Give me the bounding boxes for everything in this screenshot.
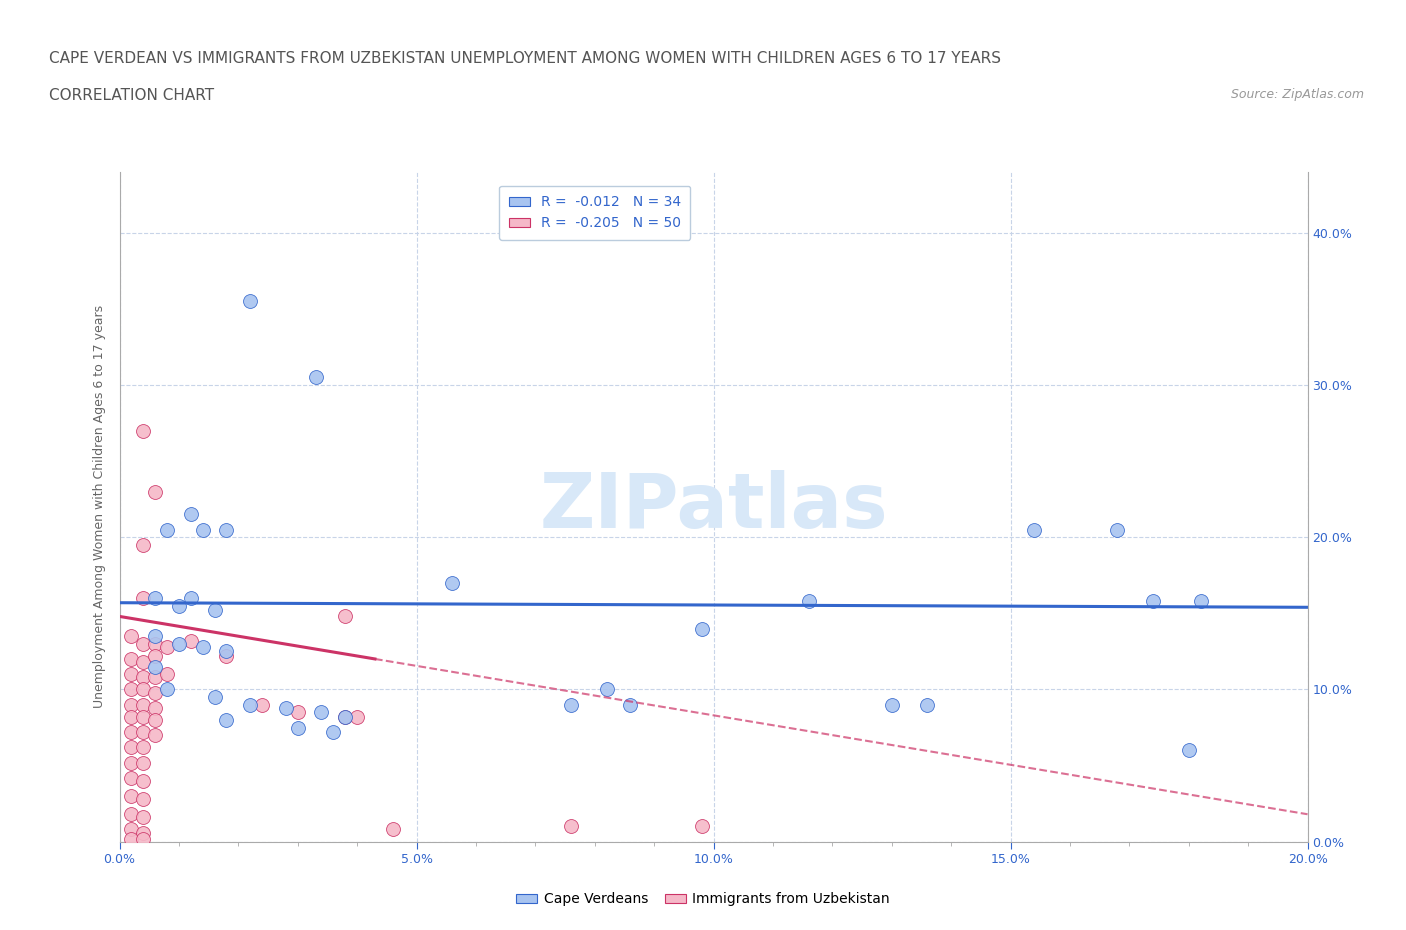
Point <box>156 667 179 682</box>
Point <box>287 720 309 735</box>
Point <box>120 667 142 682</box>
Point <box>132 670 155 684</box>
Point <box>595 682 617 697</box>
Point <box>1189 593 1212 608</box>
Point <box>120 710 142 724</box>
Text: Source: ZipAtlas.com: Source: ZipAtlas.com <box>1230 88 1364 101</box>
Point <box>441 576 464 591</box>
Point <box>880 698 903 712</box>
Point <box>167 598 190 613</box>
Point <box>143 648 166 663</box>
Point <box>120 682 142 697</box>
Point <box>1024 523 1046 538</box>
Legend: Cape Verdeans, Immigrants from Uzbekistan: Cape Verdeans, Immigrants from Uzbekista… <box>510 887 896 912</box>
Point <box>167 636 190 651</box>
Point <box>215 648 238 663</box>
Point <box>346 710 368 724</box>
Point <box>191 523 214 538</box>
Point <box>143 685 166 700</box>
Point <box>132 682 155 697</box>
Point <box>180 591 202 605</box>
Point <box>120 822 142 837</box>
Point <box>335 710 357 724</box>
Point <box>215 523 238 538</box>
Point <box>690 621 713 636</box>
Point <box>381 822 404 837</box>
Point <box>287 705 309 720</box>
Point <box>619 698 641 712</box>
Point <box>215 644 238 658</box>
Point <box>191 640 214 655</box>
Text: CORRELATION CHART: CORRELATION CHART <box>49 88 214 103</box>
Point <box>132 591 155 605</box>
Point <box>274 700 297 715</box>
Text: ZIPatlas: ZIPatlas <box>540 470 887 544</box>
Point <box>120 724 142 739</box>
Point <box>156 523 179 538</box>
Point <box>180 633 202 648</box>
Point <box>204 603 226 618</box>
Point <box>335 710 357 724</box>
Point <box>132 655 155 670</box>
Point <box>132 423 155 438</box>
Point <box>143 591 166 605</box>
Legend: R =  -0.012   N = 34, R =  -0.205   N = 50: R = -0.012 N = 34, R = -0.205 N = 50 <box>499 186 690 240</box>
Point <box>120 770 142 785</box>
Point <box>143 700 166 715</box>
Point <box>132 538 155 552</box>
Point <box>120 831 142 846</box>
Point <box>322 724 344 739</box>
Point <box>120 789 142 804</box>
Y-axis label: Unemployment Among Women with Children Ages 6 to 17 years: Unemployment Among Women with Children A… <box>93 305 107 709</box>
Point <box>204 690 226 705</box>
Point <box>690 819 713 834</box>
Point <box>143 485 166 499</box>
Point <box>120 740 142 755</box>
Point <box>215 712 238 727</box>
Point <box>143 727 166 742</box>
Point <box>1142 593 1164 608</box>
Point <box>1107 523 1129 538</box>
Point <box>143 659 166 674</box>
Point <box>143 712 166 727</box>
Point <box>917 698 939 712</box>
Point <box>143 636 166 651</box>
Point <box>120 629 142 644</box>
Point <box>132 724 155 739</box>
Point <box>132 791 155 806</box>
Point <box>143 670 166 684</box>
Point <box>239 294 262 309</box>
Point <box>132 710 155 724</box>
Point <box>132 740 155 755</box>
Point <box>1178 743 1201 758</box>
Point <box>304 370 326 385</box>
Point <box>120 652 142 667</box>
Point <box>120 755 142 770</box>
Point <box>143 629 166 644</box>
Point <box>132 774 155 789</box>
Point <box>132 636 155 651</box>
Point <box>132 831 155 846</box>
Point <box>132 698 155 712</box>
Point <box>250 698 273 712</box>
Point <box>560 819 582 834</box>
Point <box>132 825 155 840</box>
Point <box>335 609 357 624</box>
Point <box>311 705 333 720</box>
Point <box>156 682 179 697</box>
Point <box>132 810 155 825</box>
Text: CAPE VERDEAN VS IMMIGRANTS FROM UZBEKISTAN UNEMPLOYMENT AMONG WOMEN WITH CHILDRE: CAPE VERDEAN VS IMMIGRANTS FROM UZBEKIST… <box>49 51 1001 66</box>
Point <box>239 698 262 712</box>
Point <box>120 807 142 822</box>
Point <box>156 640 179 655</box>
Point <box>797 593 820 608</box>
Point <box>560 698 582 712</box>
Point <box>132 755 155 770</box>
Point <box>180 507 202 522</box>
Point <box>120 698 142 712</box>
